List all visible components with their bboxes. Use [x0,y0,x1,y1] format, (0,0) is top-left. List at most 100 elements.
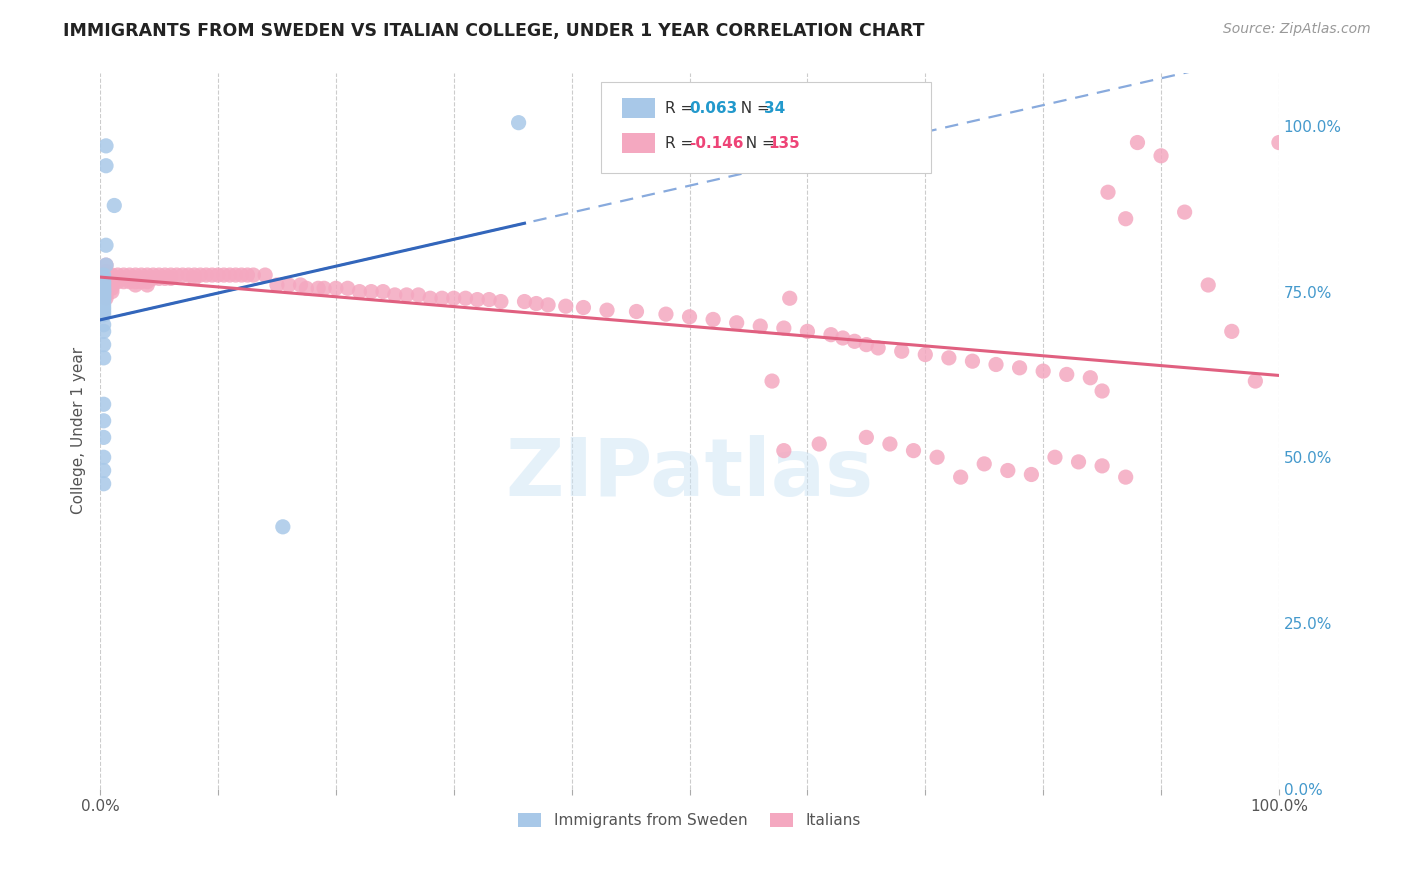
Point [890,344,912,359]
Point [384,288,406,302]
Point [118,271,141,285]
Point [572,301,595,315]
Point [93,298,115,312]
Point [349,285,371,299]
Point [938,351,960,365]
Legend: Immigrants from Sweden, Italians: Immigrants from Sweden, Italians [512,807,866,835]
Point [879,437,901,451]
Point [131,271,153,285]
Point [1056,368,1078,382]
Point [973,457,995,471]
Point [101,281,124,295]
Point [112,268,135,282]
Point [271,520,294,534]
Point [1067,455,1090,469]
Point [93,414,115,428]
Point [1008,360,1031,375]
Point [142,268,165,282]
Point [478,293,501,307]
Point [93,279,115,293]
Text: 135: 135 [769,136,800,151]
Point [855,337,877,351]
Point [266,277,288,292]
Text: IMMIGRANTS FROM SWEDEN VS ITALIAN COLLEGE, UNDER 1 YEAR CORRELATION CHART: IMMIGRANTS FROM SWEDEN VS ITALIAN COLLEG… [63,22,925,40]
Point [1244,374,1267,388]
Point [153,271,176,285]
Point [242,268,264,282]
Point [166,268,188,282]
Point [508,116,530,130]
Point [94,238,117,252]
Point [1078,370,1101,384]
Point [1126,136,1149,150]
Point [772,321,794,335]
Point [231,268,253,282]
Point [93,291,115,305]
Point [93,294,115,309]
Point [124,268,146,282]
Point [94,265,117,279]
Point [94,268,117,282]
Point [925,450,948,465]
Point [153,268,176,282]
Text: -0.146: -0.146 [689,136,744,151]
FancyBboxPatch shape [623,98,655,118]
Point [93,285,115,299]
Point [93,304,115,318]
Point [124,277,146,292]
Point [236,268,259,282]
Point [1091,384,1114,398]
Point [855,430,877,444]
Point [371,285,394,299]
Point [93,463,115,477]
Point [207,268,229,282]
Point [949,470,972,484]
Point [101,275,124,289]
Point [808,437,831,451]
Point [107,275,129,289]
FancyBboxPatch shape [623,133,655,153]
Text: Source: ZipAtlas.com: Source: ZipAtlas.com [1223,22,1371,37]
Point [454,291,477,305]
Point [93,271,115,285]
Point [419,291,441,305]
Point [131,275,153,289]
Point [93,301,115,315]
Point [94,275,117,289]
Point [93,430,115,444]
Point [101,285,124,299]
Point [148,271,170,285]
Point [779,291,801,305]
Point [1115,470,1137,484]
Point [195,268,218,282]
Point [831,331,853,345]
Point [124,271,146,285]
Point [360,285,382,299]
Point [962,354,984,368]
Point [94,139,117,153]
Point [277,277,299,292]
Point [183,268,205,282]
Point [94,291,117,305]
Point [93,283,115,297]
Point [997,463,1019,477]
Text: N =: N = [731,101,775,116]
Point [1032,364,1054,378]
Point [136,268,159,282]
Point [430,291,453,305]
Point [160,268,183,282]
Point [820,327,842,342]
Text: R =: R = [665,101,697,116]
Text: ZIPatlas: ZIPatlas [505,434,873,513]
Point [225,268,247,282]
Point [94,159,117,173]
Point [596,303,619,318]
Point [984,358,1007,372]
Point [725,316,748,330]
Point [1197,277,1219,292]
Point [142,271,165,285]
Point [136,275,159,289]
Point [101,277,124,292]
Point [489,294,512,309]
Point [702,312,724,326]
